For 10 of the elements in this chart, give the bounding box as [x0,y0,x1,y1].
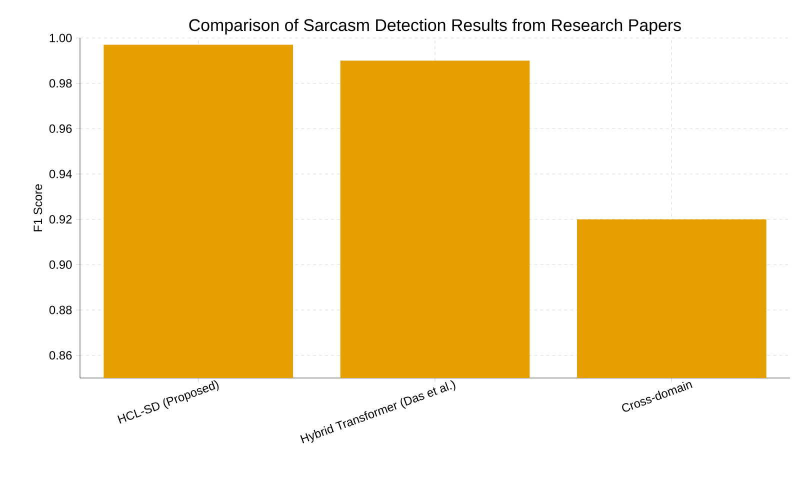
y-tick-label: 0.92 [49,215,72,224]
y-tick-label: 0.88 [49,306,72,314]
y-tick-label: 0.96 [49,124,72,133]
y-tick-label: 0.90 [49,260,72,269]
y-axis-title: F1 Score [34,184,42,232]
y-tick-label: 0.98 [49,79,72,88]
chart-title: Comparison of Sarcasm Detection Results from Research Papers [189,18,681,34]
y-tick-label: 0.94 [49,170,72,178]
y-tick-label: 1.00 [50,34,72,42]
y-tick-label: 0.86 [49,351,72,360]
